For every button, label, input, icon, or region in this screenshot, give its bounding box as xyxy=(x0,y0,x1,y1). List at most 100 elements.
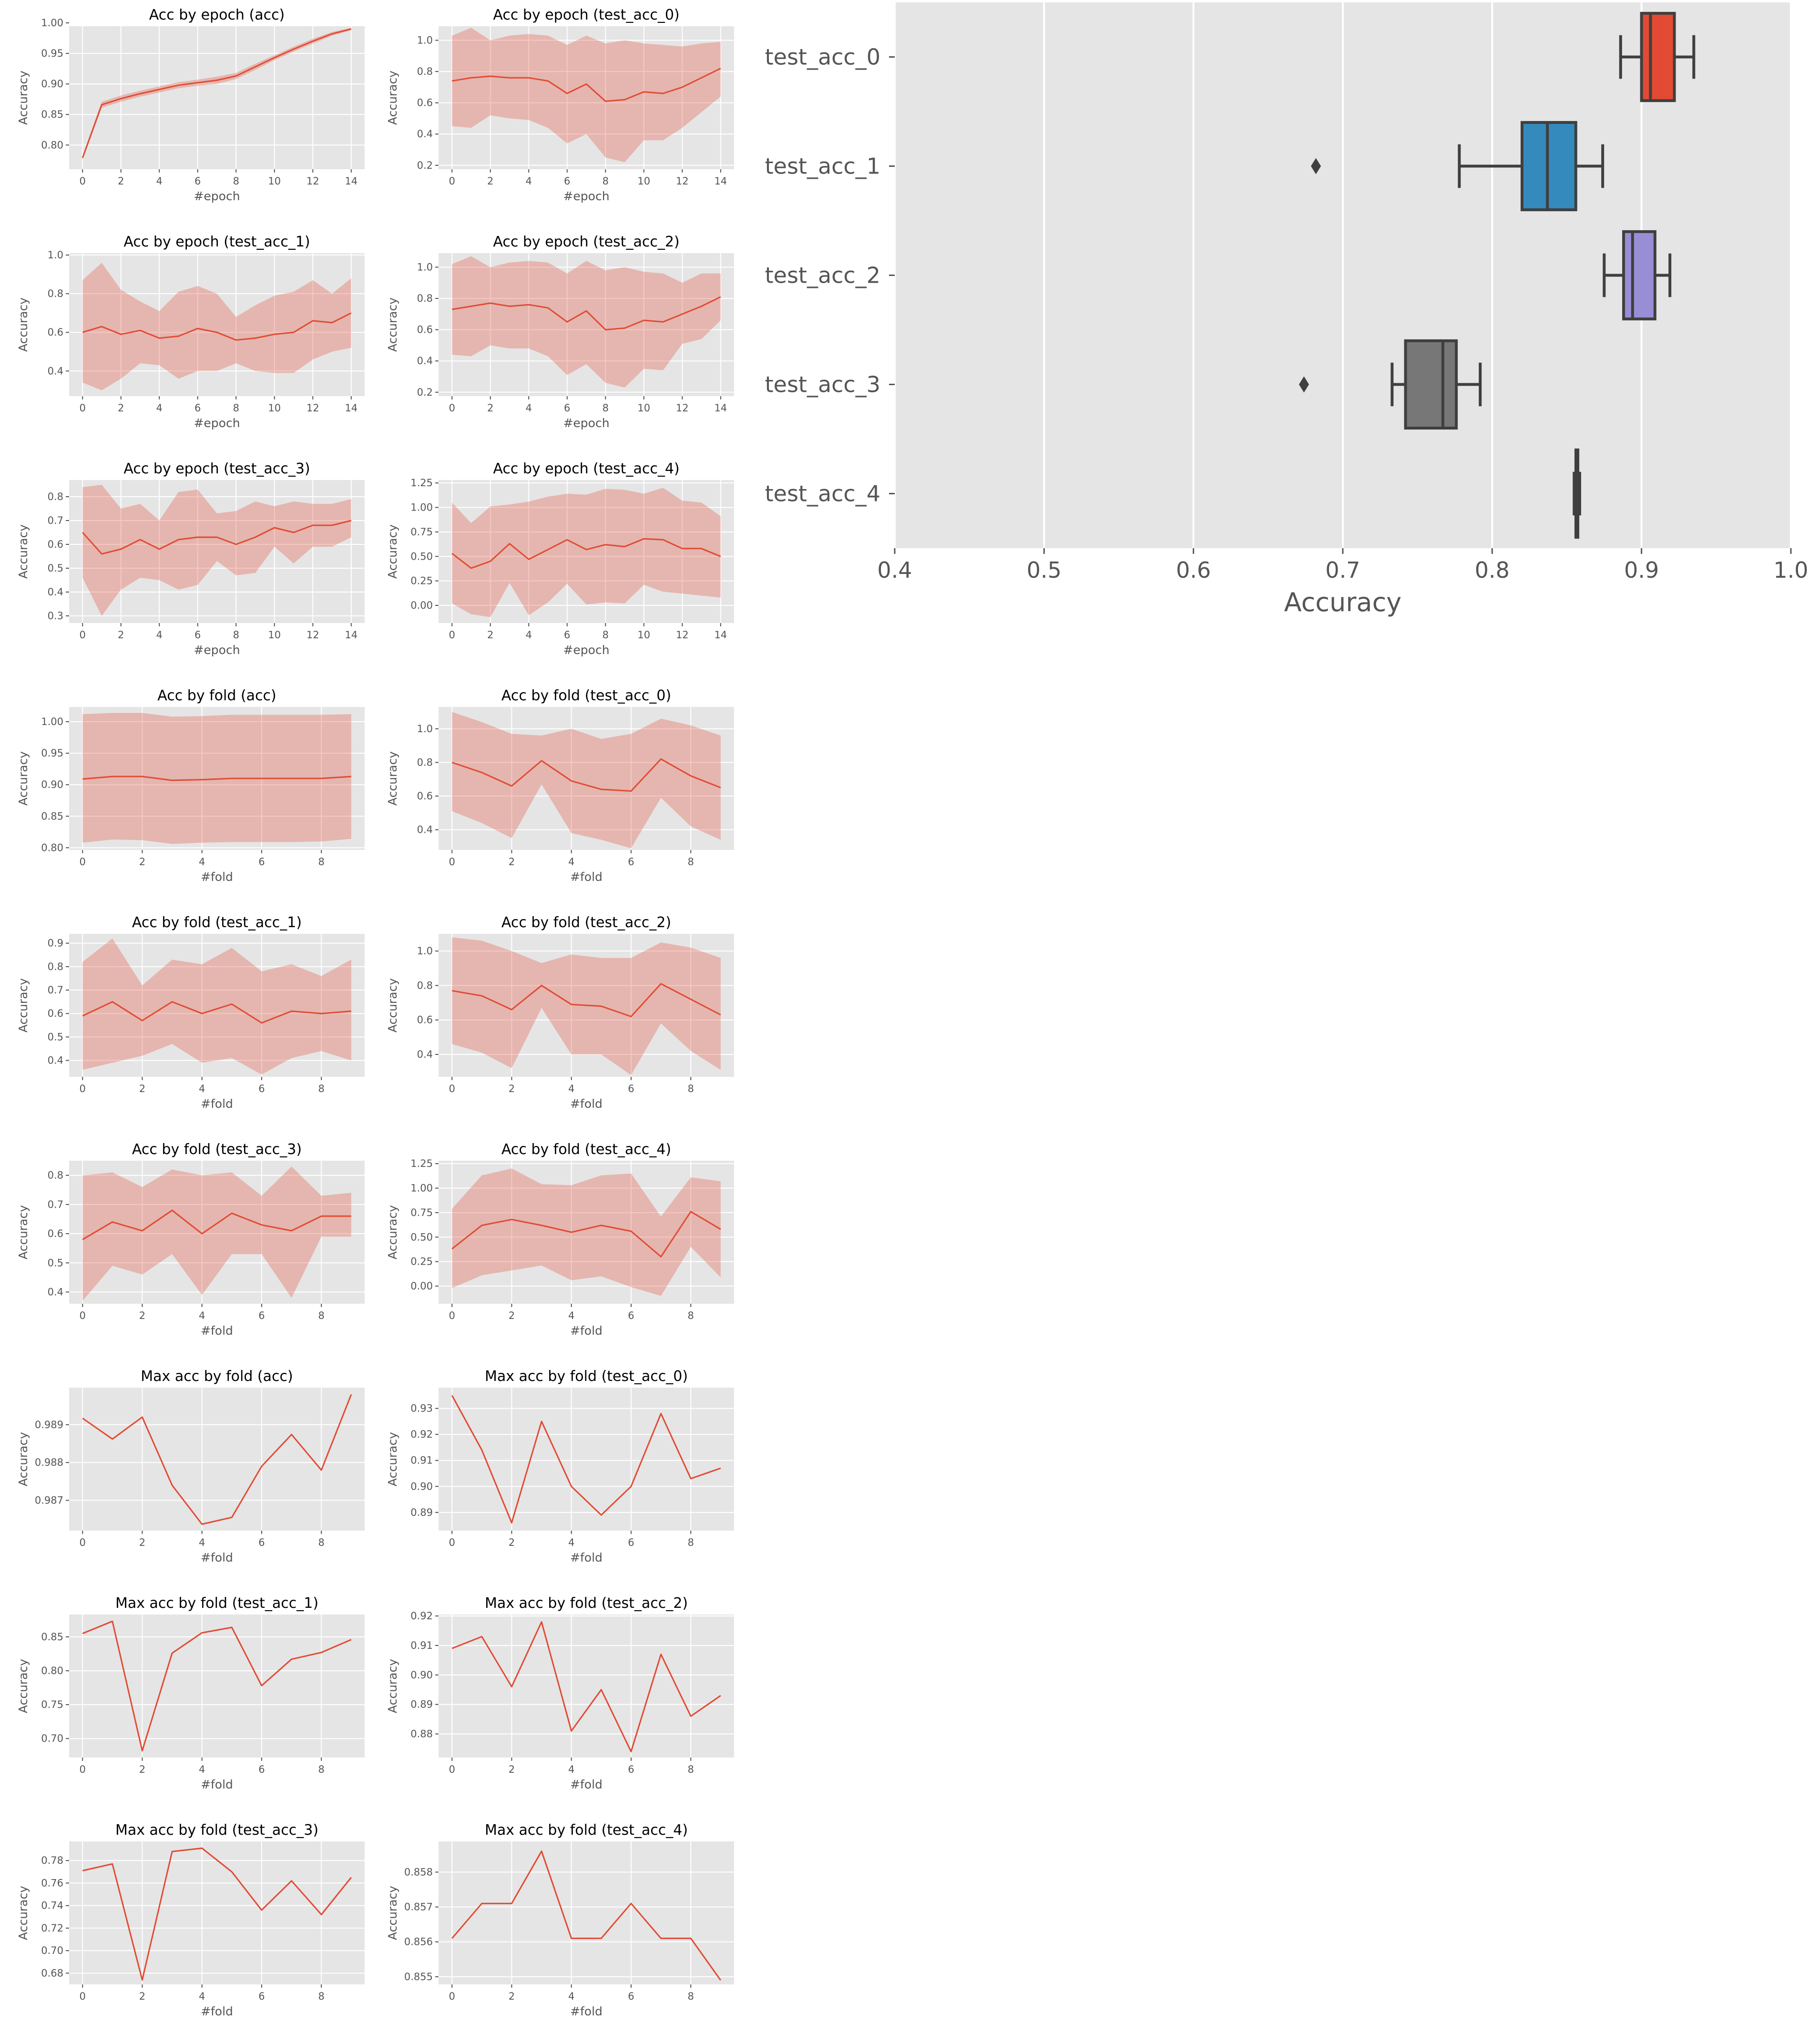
y-tick-label: 1.00 xyxy=(410,1183,433,1194)
y-tick-label: test_acc_1 xyxy=(765,153,880,179)
y-tick-label: 0.6 xyxy=(417,1014,433,1026)
x-tick-label: 2 xyxy=(139,1764,145,1775)
subplot-13: 0 2 4 6 8 0.987 0.988 0.989 Max acc by fold (acc… xyxy=(16,1368,365,1564)
box-test_acc_1: test_acc_1 xyxy=(765,121,1604,212)
y-tick-label: 0.85 xyxy=(41,109,63,120)
subplot-5: 0 2 4 6 8 10 12 14 0.3 0.4 0.5 0.6 0.7 0.8 Acc by epoc… xyxy=(16,460,365,657)
x-axis-label: #epoch xyxy=(563,416,609,430)
x-tick-label: 10 xyxy=(268,629,281,641)
x-tick-label: 6 xyxy=(258,1991,265,2002)
confidence-band xyxy=(452,28,721,163)
y-tick-label: 0.72 xyxy=(41,1922,63,1934)
x-tick-label: 2 xyxy=(509,1991,515,2002)
y-tick-label: 0.91 xyxy=(410,1640,433,1651)
confidence-band xyxy=(452,488,721,617)
y-tick-label: 0.8 xyxy=(48,288,63,299)
y-tick-label: 0.70 xyxy=(41,1733,63,1744)
box-test_acc_0: test_acc_0 xyxy=(765,11,1696,102)
x-axis-label: Accuracy xyxy=(1284,587,1402,617)
plot-area xyxy=(69,1161,365,1304)
x-tick-label: 2 xyxy=(118,175,124,187)
plot-area xyxy=(439,1161,734,1304)
x-tick-label: 8 xyxy=(603,175,609,187)
x-tick-label: 12 xyxy=(676,402,689,414)
y-tick-label: 0.92 xyxy=(410,1429,433,1440)
y-tick-label: 0.2 xyxy=(417,160,433,171)
y-tick-label: 0.6 xyxy=(48,1008,63,1019)
plot-area xyxy=(439,1615,734,1758)
x-tick-label: 6 xyxy=(628,1310,634,1321)
box-iqr xyxy=(1622,230,1656,321)
plot-area xyxy=(439,253,734,396)
subplot-title: Acc by epoch (test_acc_0) xyxy=(493,7,679,23)
confidence-band xyxy=(82,485,351,616)
subplot-10: 0 2 4 6 8 0.4 0.6 0.8 1.0 Acc by fold (test_acc_2… xyxy=(386,914,734,1111)
x-tick-label: 8 xyxy=(318,1083,325,1094)
plot-area xyxy=(439,1388,734,1531)
box-test_acc_3: test_acc_3 xyxy=(765,339,1482,430)
subplot-9: 0 2 4 6 8 0.4 0.5 0.6 0.7 0.8 0.9 Acc by fold (test… xyxy=(16,914,365,1111)
series-line xyxy=(82,28,352,158)
y-tick-label: 0.70 xyxy=(41,1945,63,1956)
box-test_acc_2: test_acc_2 xyxy=(765,230,1672,321)
x-tick-label: 4 xyxy=(526,402,532,414)
y-tick-label: 1.00 xyxy=(41,17,63,29)
series-line xyxy=(82,312,352,341)
y-tick-label: 0.90 xyxy=(410,1481,433,1492)
y-axis-label: Accuracy xyxy=(16,1205,30,1259)
x-tick-label: 8 xyxy=(688,1083,694,1094)
y-tick-label: test_acc_3 xyxy=(765,372,880,398)
y-tick-label: 0.95 xyxy=(41,747,63,759)
subplot-title: Acc by fold (test_acc_0) xyxy=(501,687,671,704)
y-axis-label: Accuracy xyxy=(16,297,30,352)
subplot-7: 0 2 4 6 8 0.80 0.85 0.90 0.95 1.00 Acc by fold (ac… xyxy=(16,687,365,884)
x-tick-label: 12 xyxy=(307,402,319,414)
series-line xyxy=(451,1211,721,1257)
x-tick-label: 0 xyxy=(79,175,85,187)
subplot-3: 0 2 4 6 8 10 12 14 0.4 0.6 0.8 1.0 Acc by epoch (tes… xyxy=(16,234,365,430)
box-iqr xyxy=(1521,121,1577,212)
y-tick-label: 0.8 xyxy=(417,293,433,304)
x-tick-label: 4 xyxy=(156,402,163,414)
x-tick-label: 10 xyxy=(268,402,281,414)
y-tick-label: 0.4 xyxy=(417,1049,433,1060)
x-tick-label: 1.0 xyxy=(1773,557,1808,583)
y-axis-label: Accuracy xyxy=(386,751,399,806)
x-tick-label: 8 xyxy=(688,1310,694,1321)
y-axis-label: Accuracy xyxy=(386,524,399,579)
y-tick-label: 0.92 xyxy=(410,1610,433,1622)
x-tick-label: 2 xyxy=(139,1310,145,1321)
x-tick-label: 6 xyxy=(258,1083,265,1094)
y-tick-label: test_acc_0 xyxy=(765,44,880,70)
y-tick-label: 0.90 xyxy=(410,1669,433,1681)
plot-area xyxy=(439,480,734,623)
x-axis-label: #fold xyxy=(570,1324,603,1338)
y-tick-label: 0.8 xyxy=(417,756,433,768)
y-tick-label: 0.6 xyxy=(417,790,433,802)
x-tick-label: 4 xyxy=(526,175,532,187)
x-axis-label: #fold xyxy=(201,1551,233,1564)
x-tick-label: 10 xyxy=(268,175,281,187)
y-axis-label: Accuracy xyxy=(16,71,30,125)
x-tick-label: 2 xyxy=(509,1310,515,1321)
x-tick-label: 0 xyxy=(79,1310,85,1321)
y-tick-label: 0.7 xyxy=(48,1199,63,1210)
subplot-title: Acc by epoch (test_acc_4) xyxy=(493,460,679,477)
subplot-16: 0 2 4 6 8 0.88 0.89 0.90 0.91 0.92 Max acc by fold… xyxy=(386,1595,734,1791)
y-tick-label: 0.5 xyxy=(48,1257,63,1268)
x-tick-label: 4 xyxy=(199,1537,205,1548)
y-tick-label: 0.4 xyxy=(48,1287,63,1298)
y-axis-label: Accuracy xyxy=(386,1659,399,1713)
x-tick-label: 2 xyxy=(487,629,493,641)
x-tick-label: 4 xyxy=(156,175,163,187)
x-tick-label: 0.8 xyxy=(1475,557,1510,583)
x-tick-label: 4 xyxy=(568,1310,574,1321)
subplot-18: 0 2 4 6 8 0.855 0.856 0.857 0.858 Max acc by fold… xyxy=(386,1822,734,2018)
subplot-title: Acc by fold (test_acc_2) xyxy=(501,914,671,931)
series-line xyxy=(82,1394,352,1525)
x-axis-label: #epoch xyxy=(194,643,240,657)
x-tick-label: 6 xyxy=(564,629,570,641)
y-tick-label: 0.68 xyxy=(41,1967,63,1979)
y-axis-label: Accuracy xyxy=(16,751,30,806)
subplot-17: 0 2 4 6 8 0.68 0.70 0.72 0.74 0.76 0.78 Max acc by … xyxy=(16,1822,365,2018)
